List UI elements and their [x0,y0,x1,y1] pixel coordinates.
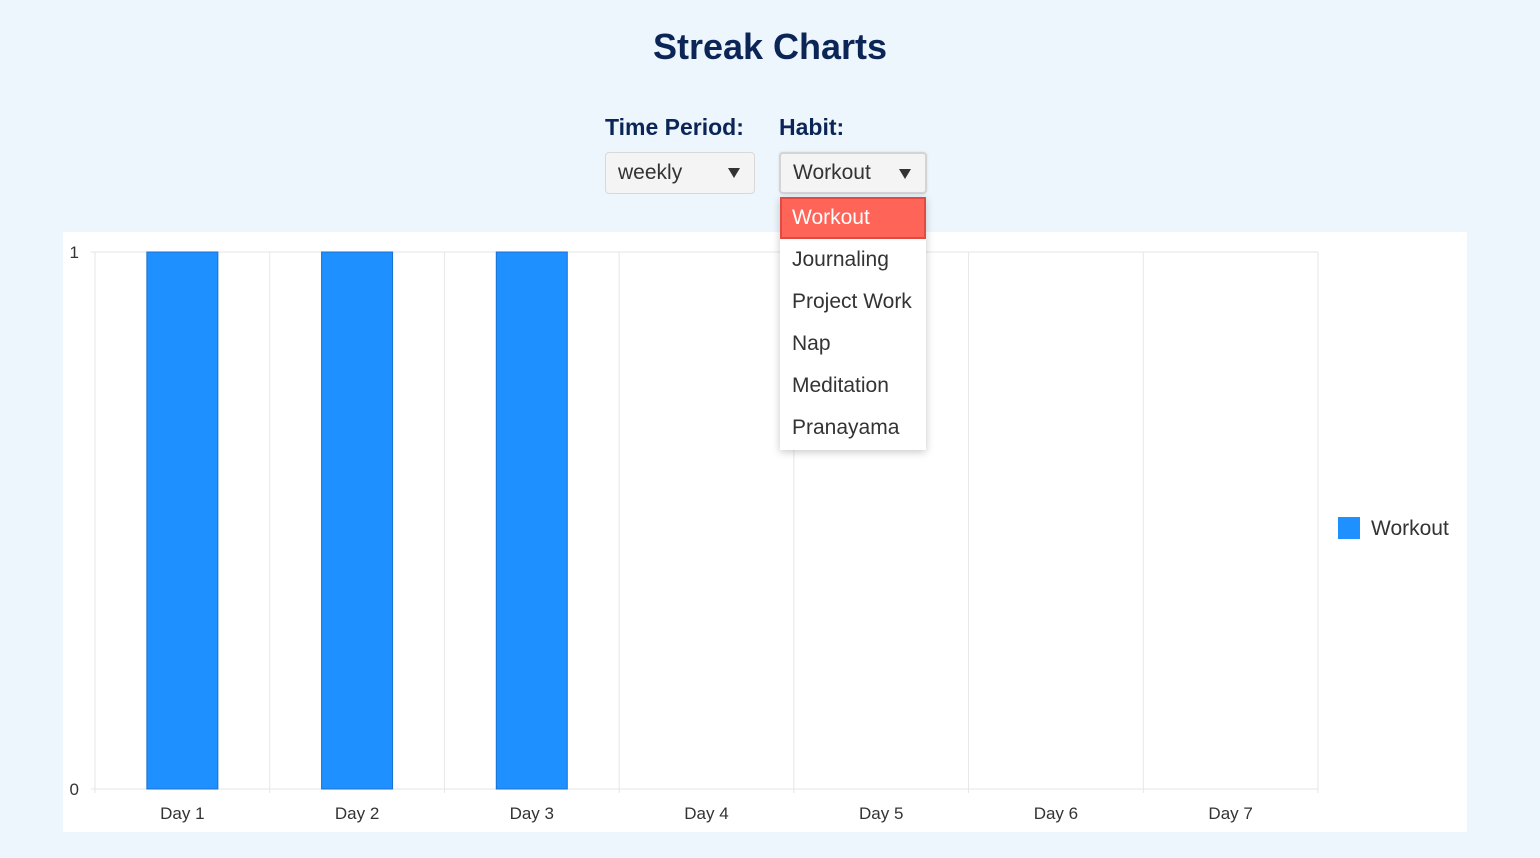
time-period-label: Time Period: [605,114,744,140]
chevron-down-icon [899,169,911,179]
x-tick-label: Day 3 [510,804,554,823]
x-tick-label: Day 2 [335,804,379,823]
habit-dropdown-list: Workout Journaling Project Work Nap Meditati… [780,197,926,450]
bar-chart-svg: 0 1 Day 1 Day 2 Day 3 Day 4 Day 5 Day 6 Day 7 Wor… [70,243,1449,823]
x-tick-label: Day 7 [1208,804,1252,823]
habit-option[interactable]: Nap [792,332,831,355]
habit-option[interactable]: Meditation [792,374,889,397]
page-title: Streak Charts [652,26,888,67]
legend-swatch [1338,517,1360,539]
y-tick-label: 0 [70,780,79,799]
x-tick-label: Day 4 [684,804,728,823]
x-tick-label: Day 1 [160,804,204,823]
time-period-control: Time Period: weekly [605,112,755,194]
habit-option[interactable]: Workout [780,197,926,239]
habit-option[interactable]: Pranayama [792,416,900,439]
x-tick-label: Day 5 [859,804,903,823]
x-tick-label: Day 6 [1034,804,1078,823]
chevron-down-icon [728,168,740,178]
y-tick-label: 1 [70,243,79,262]
habit-control: Habit: Workout [779,112,927,194]
bar [495,251,568,790]
streak-chart: 0 1 Day 1 Day 2 Day 3 Day 4 Day 5 Day 6 Day 7 Wor… [63,232,1467,832]
habit-label: Habit: [779,114,845,140]
bar [321,251,394,790]
habit-option[interactable]: Journaling [792,248,889,271]
time-period-value: weekly [618,161,683,184]
bar [146,251,219,790]
legend-label: Workout [1371,517,1449,540]
time-period-select[interactable]: weekly [605,152,755,194]
habit-option[interactable]: Project Work [792,290,912,313]
habit-select[interactable]: Workout [779,152,927,194]
habit-value: Workout [793,161,871,184]
